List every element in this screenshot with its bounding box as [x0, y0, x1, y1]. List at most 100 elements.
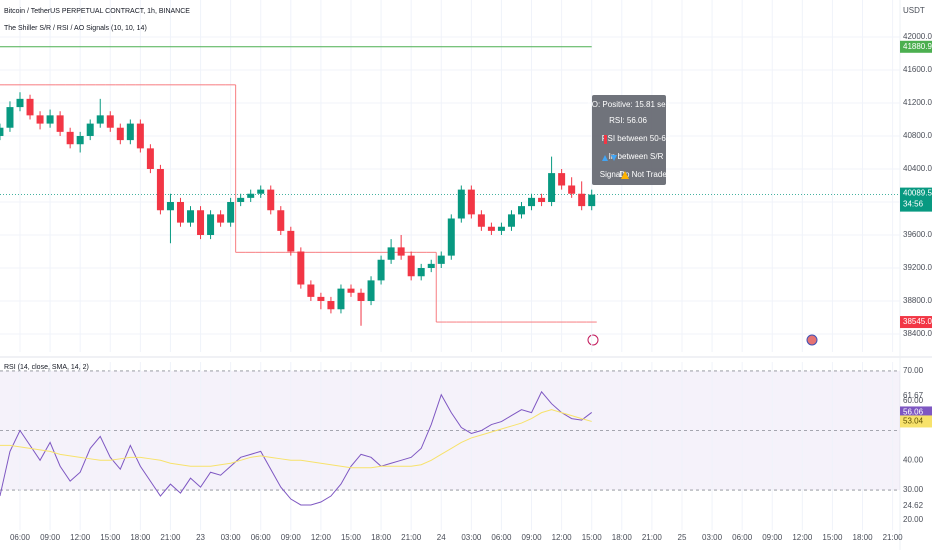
- candle-body: [407, 255, 415, 277]
- x-tick-label: 06:00: [251, 533, 272, 542]
- tooltip-line: Signal:: [600, 170, 624, 179]
- candle-body: [518, 206, 525, 215]
- candle-body: [46, 115, 54, 124]
- candle-body: [457, 189, 465, 219]
- x-tick-label: 21:00: [401, 533, 422, 542]
- y-tick-label: 38800.0: [903, 296, 932, 305]
- candle-body: [437, 255, 445, 264]
- candle-body: [26, 98, 34, 116]
- event-icon[interactable]: [806, 334, 818, 346]
- y-tick-label: 40400.0: [903, 164, 932, 173]
- candle-body: [327, 301, 335, 310]
- x-tick-label: 15:00: [822, 533, 843, 542]
- candle-body: [6, 107, 14, 128]
- rsi-tick-label: 60.00: [903, 396, 924, 405]
- x-tick-label: 21:00: [642, 533, 663, 542]
- rsi-tick-label: 24.62: [903, 501, 924, 510]
- candle-body: [166, 201, 174, 211]
- x-tick-label: 03:00: [221, 533, 242, 542]
- rsi-line: [0, 390, 593, 506]
- tooltip-line: In between S/R: [609, 152, 664, 161]
- rsi-title: RSI (14, close, SMA, 14, 2): [4, 364, 89, 371]
- candle-body: [487, 226, 495, 231]
- candle-body: [548, 173, 556, 202]
- candle-body: [297, 251, 305, 285]
- candle-body: [86, 123, 94, 136]
- tooltip-line: Do Not Trade: [619, 170, 667, 179]
- y-tick-label: 39200.0: [903, 263, 932, 272]
- candle-body: [377, 259, 385, 281]
- price-badge-label: 40089.5: [903, 189, 932, 198]
- price-badge-label: 53.04: [903, 417, 924, 426]
- candle-body: [36, 115, 44, 124]
- candle-body: [217, 214, 225, 223]
- event-icon[interactable]: [587, 334, 599, 346]
- x-tick-label: 25: [678, 533, 687, 542]
- rsi-tick-label: 30.00: [903, 485, 924, 494]
- x-tick-label: 09:00: [762, 533, 783, 542]
- icon-red: [604, 135, 607, 144]
- x-tick-label: 09:00: [40, 533, 61, 542]
- x-tick-label: 18:00: [371, 533, 392, 542]
- y-tick-label: 41200.0: [903, 98, 932, 107]
- x-tick-label: 21:00: [160, 533, 181, 542]
- candle-body: [477, 214, 485, 227]
- price-badge-label: 41880.9: [903, 42, 932, 51]
- x-tick-label: 06:00: [10, 533, 31, 542]
- candle-body: [267, 189, 275, 211]
- candle-body: [146, 148, 154, 169]
- candle-body: [126, 123, 134, 141]
- tooltip-line: AO: Positive: 15.81 sec: [586, 100, 669, 109]
- x-tick-label: 12:00: [792, 533, 813, 542]
- rsi-tick-label: 61.67: [903, 391, 924, 400]
- tooltip-box: [592, 95, 666, 185]
- price-badge-label: 38545.0: [903, 317, 932, 326]
- candle-body: [558, 173, 566, 186]
- x-tick-label: 21:00: [883, 533, 904, 542]
- candle-body: [578, 193, 586, 207]
- chart-title: Bitcoin / TetherUS PERPETUAL CONTRACT, 1…: [4, 8, 190, 15]
- x-tick-label: 15:00: [582, 533, 603, 542]
- y-tick-label: 39600.0: [903, 230, 932, 239]
- x-tick-label: 12:00: [311, 533, 332, 542]
- x-tick-label: 03:00: [461, 533, 482, 542]
- price-badge: [900, 40, 932, 53]
- candle-body: [497, 226, 505, 231]
- candle-body: [397, 247, 405, 256]
- candle-body: [277, 210, 285, 231]
- candle-body: [56, 115, 64, 132]
- x-tick-label: 12:00: [70, 533, 91, 542]
- price-badge-label: 56.06: [903, 408, 924, 417]
- candle-body: [96, 115, 104, 124]
- candle-body: [136, 123, 144, 149]
- rsi-tick-label: 70.00: [903, 366, 924, 375]
- x-tick-label: 18:00: [853, 533, 874, 542]
- candle-body: [387, 247, 395, 260]
- x-tick-label: 06:00: [732, 533, 753, 542]
- x-tick-label: 06:00: [491, 533, 512, 542]
- candle-body: [347, 288, 355, 293]
- candle-body: [528, 197, 536, 207]
- x-tick-label: 15:00: [100, 533, 121, 542]
- icon-down: [611, 155, 617, 161]
- x-tick-label: 24: [437, 533, 446, 542]
- tooltip-line: RSI: 56.06: [609, 116, 647, 125]
- candle-body: [257, 189, 265, 194]
- countdown: 34:56: [903, 200, 924, 209]
- candle-body: [227, 201, 235, 223]
- candle-body: [66, 131, 74, 145]
- icon-up: [602, 155, 608, 161]
- x-tick-label: 09:00: [522, 533, 543, 542]
- candle-body: [588, 194, 596, 207]
- tooltip-line: RSI between 50-60: [602, 134, 671, 143]
- x-tick-label: 09:00: [281, 533, 302, 542]
- candle-body: [106, 115, 114, 128]
- candle-body: [176, 201, 184, 223]
- rsi-tick-label: 20.00: [903, 515, 924, 524]
- price-badge: [900, 316, 932, 329]
- price-badge: [900, 415, 932, 428]
- y-tick-label: 38400.0: [903, 329, 932, 338]
- price-badge: [900, 187, 932, 212]
